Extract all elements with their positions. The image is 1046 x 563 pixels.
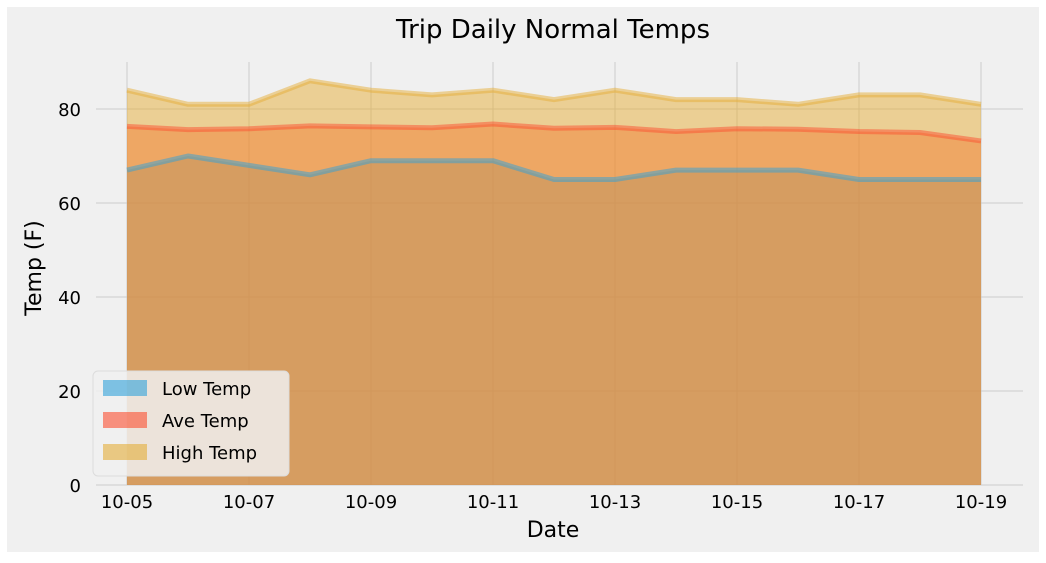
x-tick-label: 10-07: [223, 492, 275, 513]
high-temp-legend-swatch: [103, 444, 147, 460]
y-tick-label: 40: [58, 288, 81, 309]
high-temp-area: [127, 80, 981, 486]
y-tick-label: 80: [58, 100, 81, 121]
high-temp-legend-label: High Temp: [162, 443, 257, 464]
y-tick-label: 60: [58, 194, 81, 215]
x-tick-label: 10-19: [955, 492, 1007, 513]
x-axis-label: Date: [527, 518, 580, 543]
x-tick-label: 10-09: [345, 492, 397, 513]
low-temp-line: [126, 153, 981, 182]
series-lines: [126, 78, 982, 182]
x-tick-label: 10-15: [711, 492, 763, 513]
x-tick-label: 10-13: [589, 492, 641, 513]
y-tick-label: 0: [70, 476, 81, 497]
ave-temp-legend-label: Ave Temp: [162, 411, 249, 432]
chart-title: Trip Daily Normal Temps: [395, 15, 710, 45]
y-tick-label: 20: [58, 382, 81, 403]
x-tick-label: 10-05: [101, 492, 153, 513]
x-axis-ticks: 10-05 10-07 10-09 10-11 10-13 10-15 10-17 10-19: [101, 492, 1007, 513]
low-temp-legend-label: Low Temp: [162, 379, 251, 400]
high-temp-line: [126, 78, 982, 107]
ave-temp-line: [126, 121, 982, 144]
y-axis-ticks: 0 20 40 60 80: [58, 100, 81, 497]
series-areas: [127, 80, 981, 486]
low-temp-legend-swatch: [103, 380, 147, 396]
x-tick-label: 10-17: [833, 492, 885, 513]
ave-temp-legend-swatch: [103, 412, 147, 428]
x-tick-label: 10-11: [467, 492, 519, 513]
y-axis-label: Temp (F): [22, 220, 47, 316]
legend: Low Temp Ave Temp High Temp: [92, 370, 290, 477]
